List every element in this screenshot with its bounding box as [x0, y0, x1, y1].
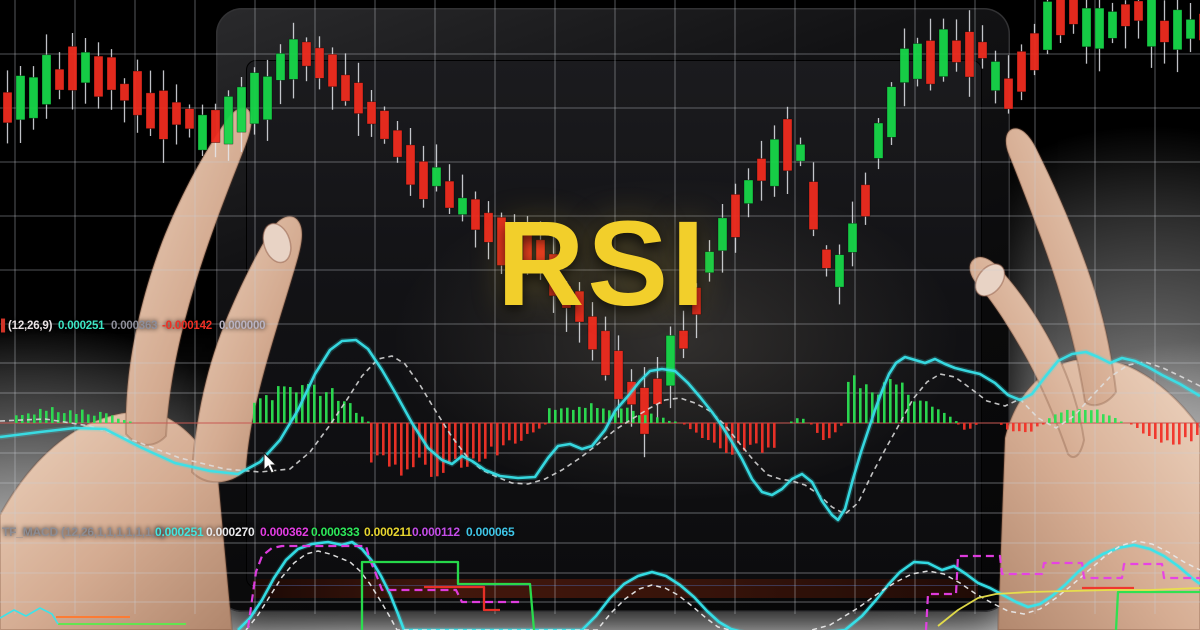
indicator-value: 0.000211 [364, 525, 412, 539]
indicator-row-top: ▌ (12,26,9) 0.000251 0.000363 -0.000142 0.0… [0, 320, 1200, 336]
indicator-value: -0.000142 [162, 320, 212, 332]
rsi-label: RSI [497, 195, 708, 331]
indicator-value: 0.000000 [219, 320, 266, 332]
indicator-value: 0.000270 [206, 525, 255, 539]
indicator-value: 0.000112 [412, 525, 460, 539]
indicator-value: 0.000362 [260, 525, 309, 539]
row-bottom-label: TF_MACD (12,26,1,1,1,1,1,1,1) [2, 525, 165, 539]
tablet-bottom-reflection [252, 579, 978, 598]
indicator-value: 0.000251 [155, 525, 204, 539]
row-top-label: (12,26,9) [8, 320, 53, 332]
indicator-row-bottom: TF_MACD (12,26,1,1,1,1,1,1,1) 0.000251 0.… [0, 525, 1200, 541]
indicator-value: 0.000333 [311, 525, 360, 539]
indicator-value: 0.000251 [58, 320, 105, 332]
indicator-value: 0.000363 [111, 320, 158, 332]
indicator-value: 0.000065 [466, 525, 515, 539]
row-top-prefix: ▌ [1, 320, 9, 332]
